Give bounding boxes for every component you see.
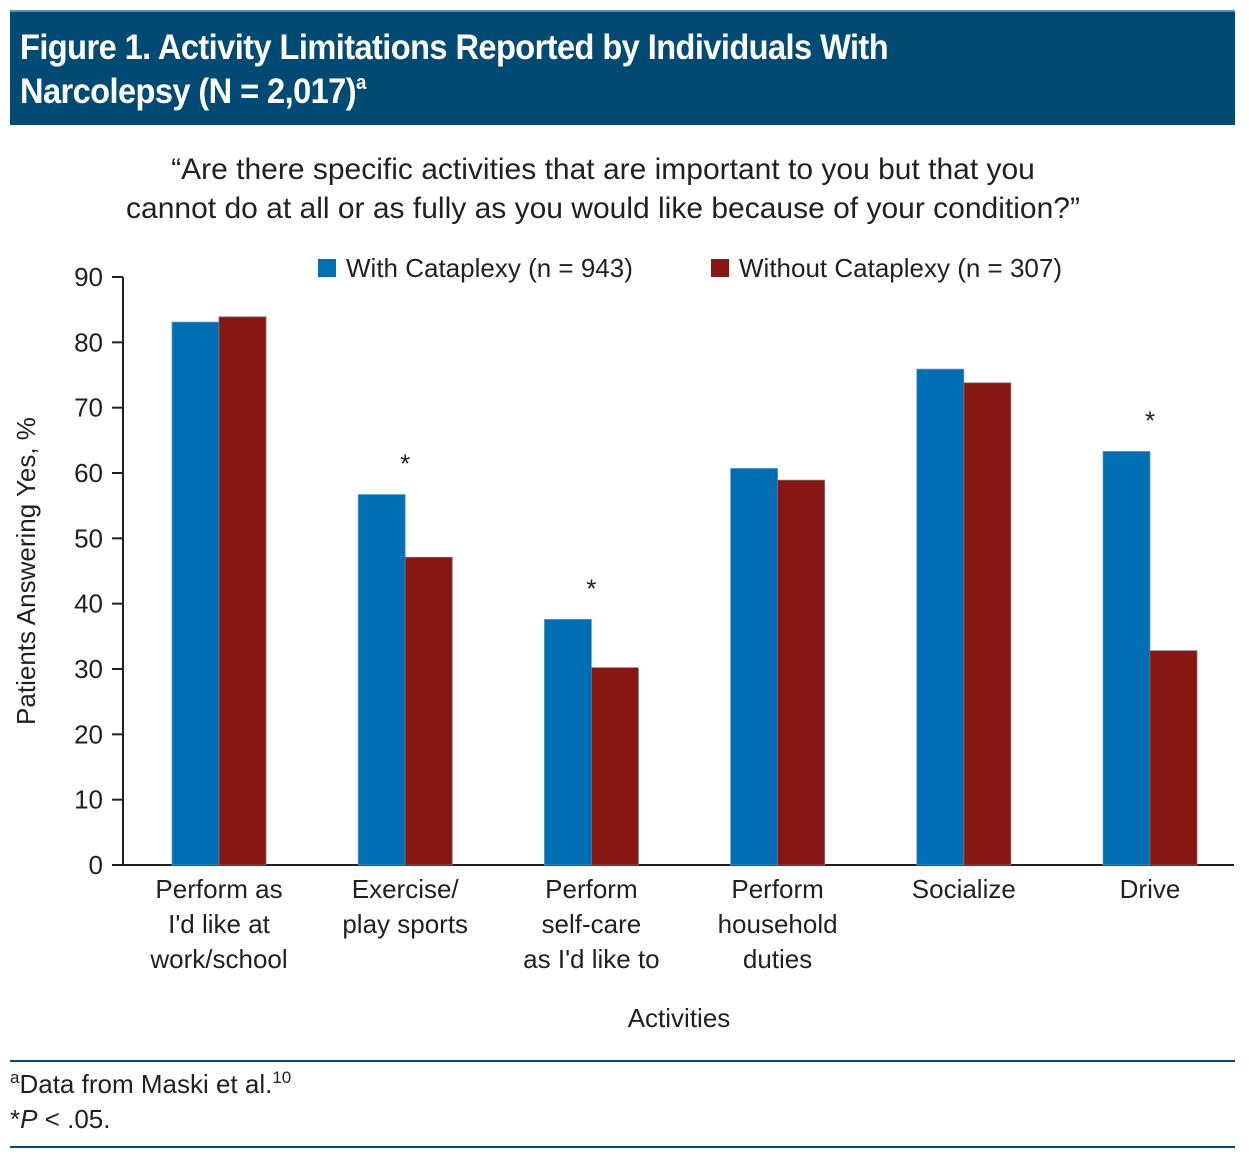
y-tick-label: 50: [74, 523, 103, 553]
bar-with-cataplexy: [544, 618, 592, 866]
y-tick-label: 10: [74, 785, 103, 815]
footnote-top-rule: [10, 1060, 1235, 1062]
footnotes: aData from Maski et al.10 *P < .05.: [10, 1067, 291, 1137]
figure-title-line1: Figure 1. Activity Limitations Reported …: [20, 28, 889, 67]
x-category-label: Exercise/: [352, 874, 460, 904]
legend-label-without-cataplexy: Without Cataplexy (n = 307): [739, 253, 1062, 283]
footnote-bottom-rule: [10, 1146, 1235, 1148]
figure-title: Figure 1. Activity Limitations Reported …: [20, 26, 1136, 114]
footnote-a-text: Data from Maski et al.: [19, 1069, 273, 1099]
bar-without-cataplexy: [777, 479, 825, 866]
significance-asterisk: *: [400, 449, 410, 479]
footnote-a-marker: a: [10, 1068, 20, 1087]
bar-without-cataplexy: [963, 382, 1012, 866]
significance-asterisk: *: [586, 573, 596, 603]
x-category-label: household: [718, 909, 838, 939]
figure-title-line2: Narcolepsy (N = 2,017)a: [20, 70, 1136, 114]
footnote-significance: *P < .05.: [10, 1102, 291, 1137]
x-category-label: duties: [743, 944, 812, 974]
x-category-label: as I'd like to: [523, 944, 659, 974]
footnote-star-marker: *: [10, 1104, 21, 1134]
survey-question: “Are there specific activities that are …: [0, 150, 1206, 228]
figure-title-line2-text: Narcolepsy (N = 2,017): [20, 72, 357, 111]
bar-without-cataplexy: [404, 556, 453, 866]
y-tick-label: 80: [74, 327, 103, 357]
x-category-label: Perform: [545, 874, 637, 904]
bar-with-cataplexy: [916, 368, 965, 866]
y-tick-label: 0: [89, 850, 103, 880]
y-tick-label: 90: [74, 262, 103, 292]
x-category-label: work/school: [149, 944, 287, 974]
x-category-label: play sports: [342, 909, 468, 939]
y-tick-label: 40: [74, 589, 103, 619]
bar-with-cataplexy: [730, 468, 778, 866]
bar-without-cataplexy: [1149, 650, 1198, 866]
significance-asterisk: *: [1145, 405, 1155, 435]
x-category-label: self-care: [542, 909, 642, 939]
footnote-p-symbol: P: [20, 1104, 38, 1134]
legend-swatch-with-cataplexy: [318, 259, 336, 277]
bar-with-cataplexy: [357, 494, 406, 866]
x-category-label: I'd like at: [168, 909, 271, 939]
x-axis-title: Activities: [628, 1003, 731, 1033]
footnote-a: aData from Maski et al.10: [10, 1067, 291, 1102]
x-category-label: Socialize: [912, 874, 1016, 904]
bar-with-cataplexy: [1102, 451, 1151, 866]
y-tick-label: 30: [74, 654, 103, 684]
legend-label-with-cataplexy: With Cataplexy (n = 943): [346, 253, 633, 283]
bar-without-cataplexy: [591, 667, 639, 866]
bar-without-cataplexy: [218, 316, 267, 866]
y-tick-label: 60: [74, 458, 103, 488]
x-category-label: Drive: [1120, 874, 1181, 904]
survey-question-line1: “Are there specific activities that are …: [171, 153, 1035, 186]
footnote-a-ref: 10: [272, 1068, 292, 1087]
title-superscript: a: [356, 72, 366, 94]
bar-with-cataplexy: [171, 321, 220, 866]
x-category-label: Perform: [731, 874, 823, 904]
footnote-p-value: < .05.: [37, 1104, 111, 1134]
figure-header: Figure 1. Activity Limitations Reported …: [10, 10, 1235, 125]
survey-question-line2: cannot do at all or as fully as you woul…: [126, 192, 1080, 225]
legend-swatch-without-cataplexy: [711, 259, 729, 277]
y-tick-label: 70: [74, 393, 103, 423]
y-axis-title: Patients Answering Yes, %: [11, 417, 41, 725]
y-tick-label: 20: [74, 719, 103, 749]
x-category-label: Perform as: [155, 874, 282, 904]
